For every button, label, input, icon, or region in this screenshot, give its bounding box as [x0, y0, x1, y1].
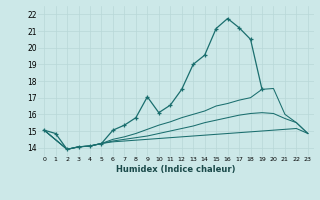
- X-axis label: Humidex (Indice chaleur): Humidex (Indice chaleur): [116, 165, 236, 174]
